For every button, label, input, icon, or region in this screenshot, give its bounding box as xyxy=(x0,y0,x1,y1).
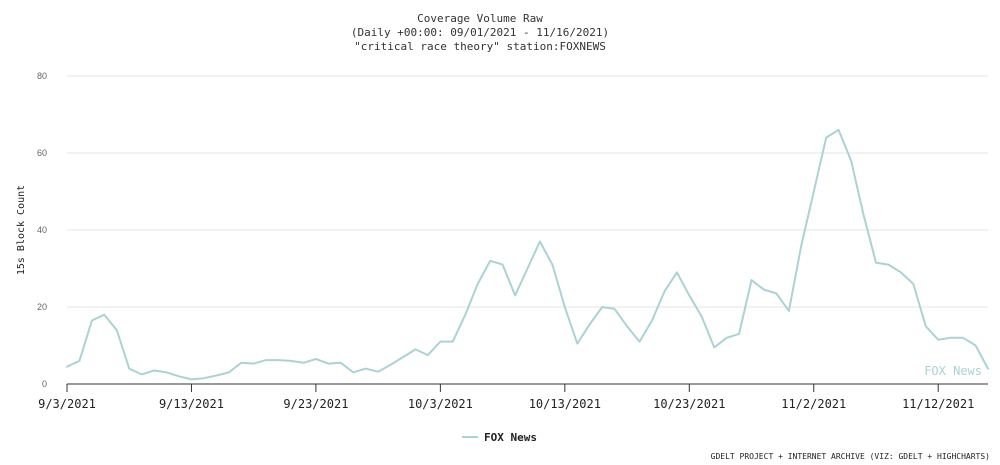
x-tick-label: 11/2/2021 xyxy=(781,397,846,411)
y-tick-label: 80 xyxy=(37,71,47,81)
x-tick-label: 10/3/2021 xyxy=(408,397,473,411)
y-tick-label: 0 xyxy=(42,379,47,389)
x-tick-label: 9/13/2021 xyxy=(159,397,224,411)
x-tick-label: 9/3/2021 xyxy=(38,397,96,411)
chart-title: Coverage Volume Raw(Daily +00:00: 09/01/… xyxy=(351,12,609,53)
grid-lines xyxy=(67,75,988,308)
y-tick-label: 20 xyxy=(37,302,47,312)
legend-label[interactable]: FOX News xyxy=(484,431,537,444)
title-line-2: (Daily +00:00: 09/01/2021 - 11/16/2021) xyxy=(351,26,609,39)
watermark: FOX News xyxy=(924,364,982,378)
series-line-fox-news[interactable] xyxy=(66,128,989,381)
x-tick-label: 9/23/2021 xyxy=(283,397,348,411)
x-tick-label: 10/23/2021 xyxy=(653,397,725,411)
series-group xyxy=(66,128,989,381)
y-axis-label: 15s Block Count xyxy=(16,185,27,275)
y-tick-label: 40 xyxy=(37,225,47,235)
y-tick-label: 60 xyxy=(37,148,47,158)
legend[interactable]: FOX News xyxy=(462,431,537,444)
x-tick-label: 10/13/2021 xyxy=(529,397,601,411)
title-line-3: "critical race theory" station:FOXNEWS xyxy=(354,40,606,53)
y-axis-ticks: 0 20 40 60 80 xyxy=(37,71,47,389)
x-axis-ticks: 9/3/2021 9/13/2021 9/23/2021 10/3/2021 10/13… xyxy=(38,397,974,411)
x-axis xyxy=(66,383,988,392)
x-tick-label: 11/12/2021 xyxy=(902,397,974,411)
credit-text: GDELT PROJECT + INTERNET ARCHIVE (VIZ: G… xyxy=(711,452,990,461)
title-line-1: Coverage Volume Raw xyxy=(417,12,543,25)
